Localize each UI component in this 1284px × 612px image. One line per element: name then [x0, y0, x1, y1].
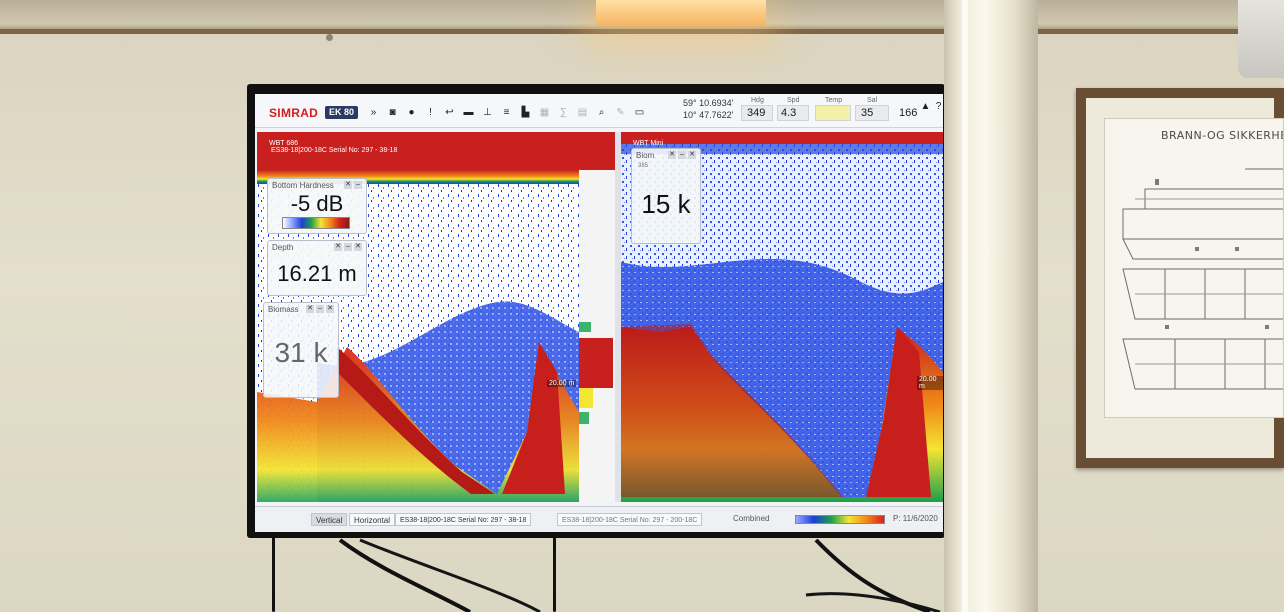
- depth-value: 16.21 m: [277, 261, 357, 286]
- tab-horizontal[interactable]: Horizontal: [349, 513, 396, 526]
- record-icon[interactable]: ●: [408, 106, 415, 118]
- channel-2-tab[interactable]: ES38-18|200-18C Serial No: 297 - 200-18C: [557, 513, 703, 526]
- simrad-logo: SIMRAD: [269, 106, 319, 120]
- camera-icon[interactable]: ◙: [389, 106, 396, 118]
- pin-icon[interactable]: ⊥: [483, 106, 492, 118]
- minimize-icon[interactable]: –: [344, 243, 352, 251]
- tab-vertical[interactable]: Vertical: [311, 513, 348, 526]
- temp-box: [815, 105, 851, 121]
- toolbar: SIMRAD EK 80 » ◙ ● ! ↩ ▬ ⊥ ≡ ▙ ▦ ∑ ▤ ⌕ ✎…: [255, 94, 943, 128]
- heading-value: 349: [747, 107, 766, 119]
- bottom-hardness-value: -5 dB: [290, 191, 344, 216]
- left-panel-title-2: ES38-18|200-18C Serial No: 297 - 38-18: [269, 147, 400, 154]
- layers-icon[interactable]: ▦: [539, 106, 550, 118]
- biomass-label: Biomass: [268, 305, 299, 314]
- warning-icon[interactable]: ▲: [920, 100, 931, 112]
- box-controls: ✕ – ✕: [306, 305, 334, 313]
- depth-box[interactable]: Depth ✕ – ✕ 16.21 m: [267, 240, 367, 296]
- panel-divider[interactable]: [615, 132, 621, 502]
- minimize-icon[interactable]: –: [678, 151, 686, 159]
- biom-label: Biom: [636, 151, 655, 160]
- longitude-readout: 10° 47.7622': [683, 110, 734, 120]
- hardness-colorscale: [282, 217, 350, 229]
- cable: [553, 536, 556, 612]
- product-badge: EK 80: [325, 106, 359, 119]
- box-controls: ✕ –: [344, 181, 362, 189]
- back-icon[interactable]: ↩: [445, 106, 454, 118]
- alert-icon[interactable]: !: [429, 106, 432, 118]
- close-icon[interactable]: ✕: [354, 243, 362, 251]
- salinity-box: [855, 105, 889, 121]
- heading-box: [741, 105, 773, 121]
- biomass-box[interactable]: Biomass ✕ – ✕ 31 k: [263, 302, 339, 398]
- safety-plan-title: BRANN-OG SIKKERHETSP: [1161, 129, 1283, 142]
- chart-icon[interactable]: ▙: [521, 106, 530, 118]
- close-icon[interactable]: ✕: [326, 305, 334, 313]
- ruler-icon[interactable]: ▬: [463, 106, 474, 118]
- chevron-down-icon[interactable]: »: [370, 106, 377, 118]
- screen-icon[interactable]: ▭: [634, 106, 645, 118]
- bottom-hardness-label: Bottom Hardness: [272, 181, 334, 190]
- close-icon[interactable]: ✕: [688, 151, 696, 159]
- left-panel-title: WBT 686: [257, 132, 615, 147]
- close-icon[interactable]: ✕: [344, 181, 352, 189]
- cable: [272, 536, 275, 612]
- status-colorscale: [795, 515, 885, 524]
- framed-safety-plan: BRANN-OG SIKKERHETSP: [1076, 88, 1284, 468]
- latitude-readout: 59° 10.6934': [683, 98, 734, 108]
- heading-label: Hdg: [751, 97, 764, 104]
- settings-icon[interactable]: ✕: [306, 305, 314, 313]
- salinity-label: Sal: [867, 97, 878, 104]
- right-panel-title-text: WBT Mini: [633, 140, 664, 147]
- safety-plan-drawing: BRANN-OG SIKKERHETSP: [1104, 118, 1284, 418]
- box-controls: ✕ – ✕: [668, 151, 696, 159]
- settings-icon[interactable]: ✕: [668, 151, 676, 159]
- status-bar: Vertical Horizontal ES38-18|200-18C Seri…: [255, 506, 943, 532]
- depth-label: Depth: [272, 243, 294, 252]
- biomass-value: 31 k: [274, 337, 328, 368]
- right-depth-marker: 20.00 m: [917, 376, 943, 390]
- biom-sub: 385: [638, 163, 649, 169]
- combined-label: Combined: [733, 514, 770, 523]
- speed-value: 4.3: [781, 107, 797, 119]
- toolbar-icons: » ◙ ● ! ↩ ▬ ⊥ ≡ ▙ ▦ ∑ ▤ ⌕ ✎ ▭: [367, 106, 646, 118]
- bars-icon[interactable]: ≡: [503, 106, 510, 118]
- salinity-value: 35: [861, 107, 874, 119]
- minimize-icon[interactable]: –: [354, 181, 362, 189]
- ceiling-lamp: [596, 0, 766, 26]
- channel-1-tab[interactable]: ES38-18|200-18C Serial No: 297 - 38-18: [395, 513, 532, 526]
- pillar: [944, 0, 1038, 612]
- left-panel-title-1: WBT 686: [269, 140, 299, 147]
- echosounder-screen: SIMRAD EK 80 » ◙ ● ! ↩ ▬ ⊥ ≡ ▙ ▦ ∑ ▤ ⌕ ✎…: [255, 94, 943, 532]
- left-depth-marker: 20.00 m: [547, 380, 577, 387]
- minimize-icon[interactable]: –: [316, 305, 324, 313]
- bottom-hardness-box[interactable]: Bottom Hardness ✕ – -5 dB: [267, 178, 367, 234]
- biom-value: 15 k: [641, 189, 691, 219]
- left-echogram[interactable]: WBT 686 ES38-18|200-18C Serial No: 297 -…: [257, 132, 615, 502]
- biom-box[interactable]: Biom 385 ✕ – ✕ 15 k: [631, 148, 701, 244]
- air-conditioner-unit: [1238, 0, 1284, 78]
- box-controls: ✕ – ✕: [334, 243, 362, 251]
- wall-screw: [326, 34, 333, 41]
- right-echogram[interactable]: WBT Mini Biom 385 ✕ – ✕ 15 k 20.00 m: [621, 132, 943, 502]
- temp-label: Temp: [825, 97, 843, 104]
- speed-box: [777, 105, 809, 121]
- playback-date: P: 11/6/2020: [893, 514, 938, 523]
- right-panel-title: WBT Mini: [621, 132, 943, 147]
- wrench-icon[interactable]: ✎: [616, 106, 625, 118]
- depth-counter: 166: [899, 107, 918, 119]
- settings-icon[interactable]: ✕: [334, 243, 342, 251]
- sigma-icon[interactable]: ∑: [559, 106, 568, 118]
- ship-plan-drawing: [1122, 168, 1283, 390]
- speed-label: Spd: [787, 97, 800, 104]
- help-icon[interactable]: ?: [935, 100, 942, 112]
- zoom-icon[interactable]: ⌕: [598, 106, 605, 118]
- grid-icon[interactable]: ▤: [577, 106, 588, 118]
